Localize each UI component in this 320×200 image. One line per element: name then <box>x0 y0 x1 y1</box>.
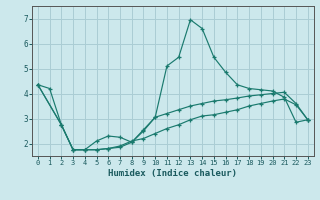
X-axis label: Humidex (Indice chaleur): Humidex (Indice chaleur) <box>108 169 237 178</box>
